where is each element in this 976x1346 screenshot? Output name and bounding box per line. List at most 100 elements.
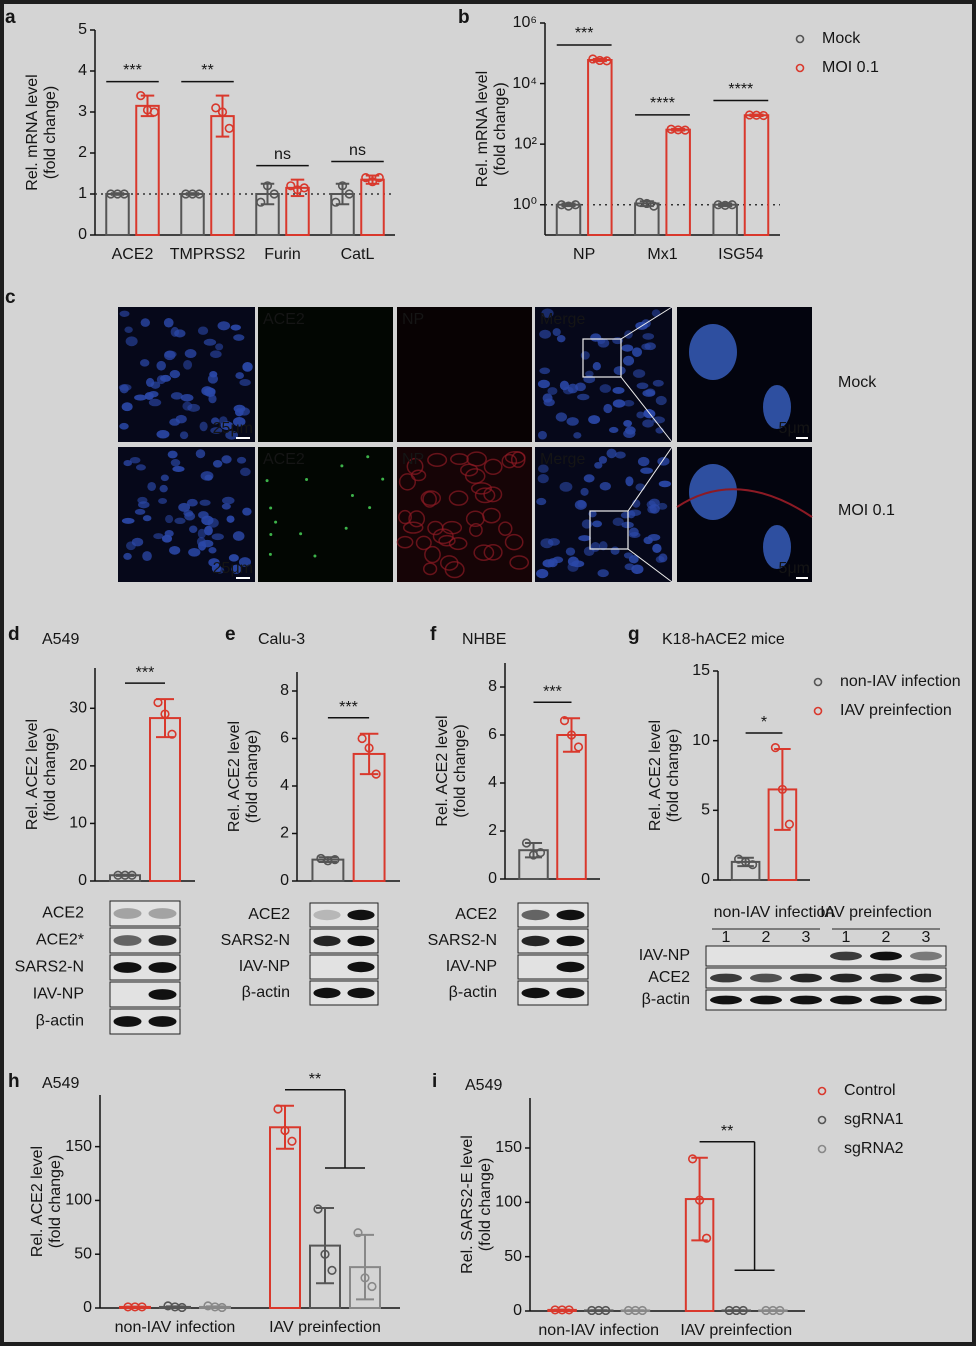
data-point xyxy=(320,1249,330,1259)
blot-band xyxy=(113,935,142,946)
nucleus xyxy=(204,525,213,536)
ace2-stain xyxy=(340,464,344,468)
significance-label: *** xyxy=(543,683,562,700)
data-point xyxy=(649,201,659,211)
legend-label: sgRNA2 xyxy=(844,1140,904,1157)
nucleus xyxy=(183,360,193,370)
nucleus xyxy=(125,336,138,347)
data-point xyxy=(770,743,781,753)
nucleus xyxy=(178,502,191,512)
y-tick-label: 4 xyxy=(78,62,87,79)
nucleus xyxy=(165,514,174,524)
zoom-box xyxy=(582,338,622,378)
blot-lane-label: 2 xyxy=(882,929,891,946)
blot-lane-label: 2 xyxy=(762,929,771,946)
nucleus xyxy=(215,343,224,351)
y-tick-label: 10⁴ xyxy=(512,75,537,92)
data-point xyxy=(367,1281,377,1292)
nucleus xyxy=(763,385,791,429)
nucleus xyxy=(590,541,601,552)
nucleus xyxy=(145,377,155,387)
blot-row-label: ACE2 xyxy=(42,905,84,922)
nucleus xyxy=(612,399,626,408)
significance-label: ** xyxy=(721,1123,733,1140)
np-stain xyxy=(473,544,495,561)
np-stain xyxy=(408,510,426,528)
panel-letter: f xyxy=(430,624,437,645)
data-point xyxy=(521,838,532,848)
nucleus xyxy=(222,496,235,505)
figure-background xyxy=(4,4,972,1342)
nucleus xyxy=(197,326,209,335)
np-stain xyxy=(420,490,442,507)
data-point xyxy=(187,189,198,199)
nucleus xyxy=(562,386,574,395)
nucleus xyxy=(238,557,252,567)
nucleus xyxy=(167,450,178,459)
nucleus xyxy=(537,379,550,389)
data-point xyxy=(566,730,577,740)
nucleus xyxy=(651,309,661,317)
nucleus xyxy=(628,509,642,516)
np-stain xyxy=(422,491,437,508)
nucleus xyxy=(657,457,670,466)
blot-band xyxy=(870,951,902,961)
y-tick-label: 10 xyxy=(69,815,87,832)
blot-band xyxy=(910,995,942,1005)
nucleus xyxy=(628,555,639,564)
data-point xyxy=(137,1302,147,1312)
nucleus xyxy=(613,366,626,376)
y-axis-label: (fold change) xyxy=(244,730,261,823)
y-tick-label: 10⁰ xyxy=(513,196,537,213)
significance-label: ns xyxy=(274,146,291,163)
nucleus xyxy=(199,499,211,506)
blot-row-label: IAV-NP xyxy=(33,986,84,1003)
significance-label: ns xyxy=(349,142,366,159)
data-point xyxy=(784,819,795,829)
nucleus xyxy=(642,419,654,428)
legend-label: sgRNA1 xyxy=(844,1111,904,1128)
blot-row-label: β-actin xyxy=(36,1013,84,1030)
nucleus xyxy=(594,461,603,469)
ace2-stain xyxy=(350,493,354,497)
nucleus xyxy=(621,344,634,352)
y-tick-label: 3 xyxy=(78,103,87,120)
np-stain xyxy=(450,453,469,466)
legend-marker xyxy=(817,1144,827,1154)
ace2-stain xyxy=(368,506,372,510)
blot-band xyxy=(790,973,822,983)
nucleus xyxy=(597,338,610,348)
nucleus xyxy=(170,459,181,467)
nucleus xyxy=(207,374,219,384)
zoom-line xyxy=(627,446,673,512)
nucleus xyxy=(657,502,668,510)
nucleus xyxy=(212,460,223,468)
data-point xyxy=(353,1228,363,1238)
data-point xyxy=(269,189,279,199)
np-stain xyxy=(440,555,459,571)
nucleus xyxy=(118,384,132,391)
y-tick-label: 6 xyxy=(488,726,497,743)
data-point xyxy=(602,56,612,66)
significance-label: ** xyxy=(201,62,213,79)
blot-lane-label: 3 xyxy=(802,929,811,946)
nucleus xyxy=(643,536,653,545)
blot-row-label: IAV-NP xyxy=(639,947,690,964)
nucleus xyxy=(628,531,641,538)
nucleus xyxy=(172,465,185,473)
blot-band xyxy=(347,961,375,973)
y-axis-label: (fold change) xyxy=(42,86,59,179)
y-axis-label: (fold change) xyxy=(42,728,59,821)
data-point xyxy=(256,197,266,207)
y-tick-label: 2 xyxy=(78,144,87,161)
data-point xyxy=(337,181,348,191)
nucleus xyxy=(238,407,250,416)
nucleus xyxy=(631,564,644,575)
np-stain xyxy=(509,555,530,570)
x-tick-label: non-IAV infection xyxy=(538,1322,659,1339)
np-stain xyxy=(460,463,479,477)
zoom-line xyxy=(627,548,673,583)
nucleus xyxy=(599,384,612,393)
ace2-stain xyxy=(381,477,385,481)
nucleus xyxy=(119,310,130,317)
